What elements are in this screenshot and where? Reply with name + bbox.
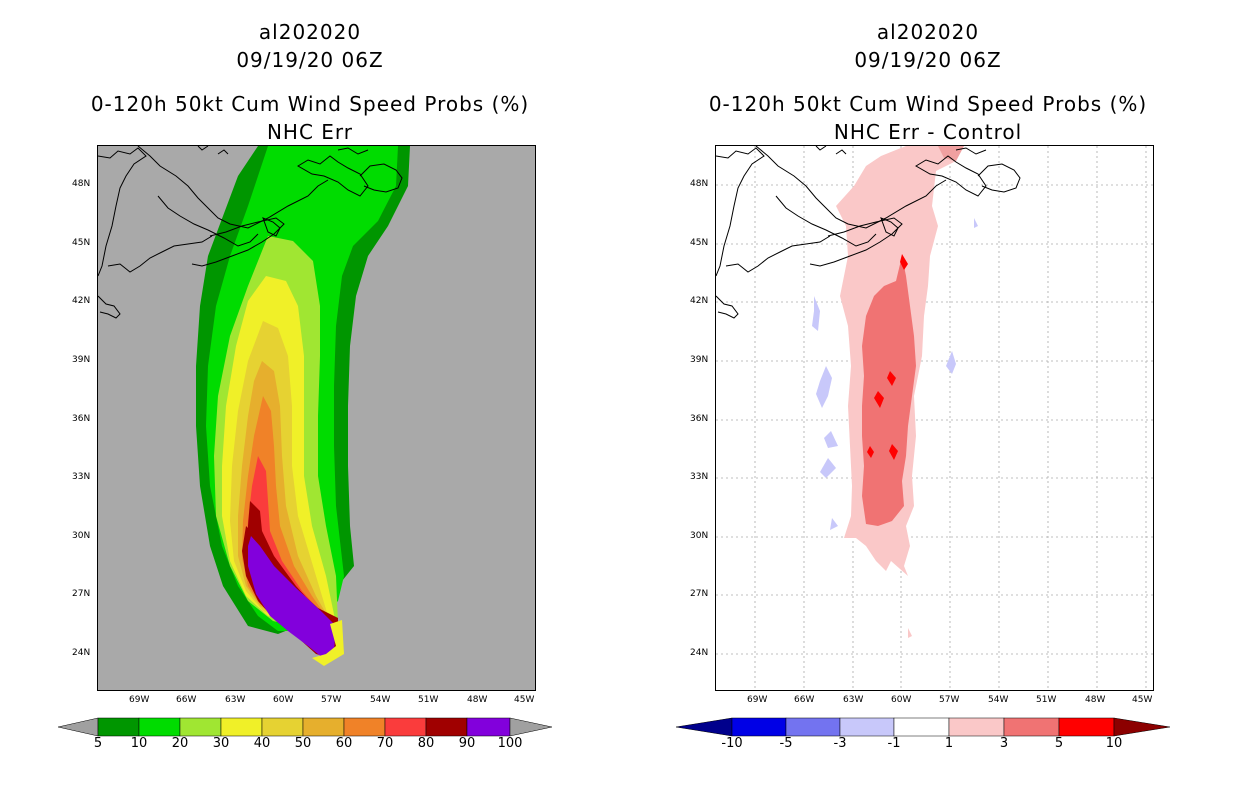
lon-tick: 63W	[225, 695, 246, 705]
left-product-title: 0-120h 50kt Cum Wind Speed Probs (%)	[90, 92, 530, 116]
colorbar-label: -5	[779, 736, 793, 751]
colorbar-swatch	[839, 717, 895, 737]
lat-tick: 24N	[72, 648, 91, 658]
colorbar-swatch	[179, 717, 222, 737]
colorbar-swatch	[97, 717, 140, 737]
colorbar-label: 70	[376, 736, 394, 751]
colorbar-label: 30	[212, 736, 230, 751]
lat-tick: 45N	[690, 238, 709, 248]
diff-5-10	[874, 391, 884, 408]
colorbar-swatch	[343, 717, 386, 737]
colorbar-swatch	[138, 717, 181, 737]
contour-100	[248, 536, 336, 658]
coastline	[716, 146, 1021, 319]
colorbar-swatch	[1003, 717, 1060, 737]
lon-tick: 45W	[1132, 695, 1153, 705]
lat-tick: 39N	[72, 355, 91, 365]
colorbar-swatch	[466, 717, 511, 737]
left-storm-id: al202020	[258, 20, 362, 44]
lat-tick: 30N	[690, 531, 709, 541]
lat-tick: 30N	[72, 531, 91, 541]
colorbar-label: -1	[887, 736, 901, 751]
colorbar-label: 5	[93, 736, 103, 751]
lon-tick: 54W	[370, 695, 391, 705]
lat-tick: 48N	[690, 179, 709, 189]
colorbar-swatch	[425, 717, 468, 737]
lon-tick: 51W	[1036, 695, 1057, 705]
lon-tick: 60W	[891, 695, 912, 705]
diff-3-5	[862, 256, 916, 526]
colorbar-label: 10	[130, 736, 148, 751]
lat-tick: 48N	[72, 179, 91, 189]
right-map	[715, 145, 1154, 691]
colorbar-swatch	[220, 717, 263, 737]
lon-tick: 66W	[794, 695, 815, 705]
left-colorbar-swatches	[58, 717, 553, 737]
right-colorbar-swatches	[676, 717, 1171, 737]
coastline	[98, 146, 403, 319]
colorbar-swatch	[731, 717, 787, 737]
lon-tick: 63W	[843, 695, 864, 705]
lon-tick: 48W	[1085, 695, 1106, 705]
left-colorbar: 5 10 20 30 40 50 60 70 80 90 100	[58, 716, 554, 751]
colorbar-label: 60	[335, 736, 353, 751]
right-product-title: 0-120h 50kt Cum Wind Speed Probs (%)	[708, 92, 1148, 116]
lon-tick: 60W	[273, 695, 294, 705]
lon-tick: 57W	[321, 695, 342, 705]
lat-tick: 36N	[72, 414, 91, 424]
lon-tick: 54W	[988, 695, 1009, 705]
lon-tick: 45W	[514, 695, 535, 705]
lat-tick: 42N	[690, 296, 709, 306]
lon-tick: 69W	[747, 695, 768, 705]
lon-tick: 66W	[176, 695, 197, 705]
colorbar-label: 80	[417, 736, 435, 751]
left-probability-field	[98, 146, 410, 666]
lon-tick: 51W	[418, 695, 439, 705]
lat-tick: 39N	[690, 355, 709, 365]
colorbar-label: 3	[999, 736, 1009, 751]
colorbar-label: 10	[1105, 736, 1123, 751]
left-map	[97, 145, 536, 691]
colorbar-swatch	[384, 717, 427, 737]
lon-tick: 57W	[939, 695, 960, 705]
colorbar-label: 50	[294, 736, 312, 751]
colorbar-low-arrow	[676, 717, 733, 737]
lon-tick: 48W	[467, 695, 488, 705]
right-difference-field	[716, 146, 1153, 690]
colorbar-label: 90	[458, 736, 476, 751]
lat-tick: 42N	[72, 296, 91, 306]
right-colorbar: -10 -5 -3 -1 1 3 5 10	[676, 716, 1172, 751]
left-subtitle: NHC Err	[266, 120, 354, 144]
colorbar-label: 40	[253, 736, 271, 751]
colorbar-swatch	[261, 717, 304, 737]
colorbar-swatch	[1058, 717, 1115, 737]
colorbar-label: 100	[497, 736, 523, 751]
lat-tick: 27N	[690, 589, 709, 599]
left-datetime: 09/19/20 06Z	[236, 48, 384, 72]
lat-tick: 33N	[72, 472, 91, 482]
lat-tick: 33N	[690, 472, 709, 482]
colorbar-high-arrow	[509, 717, 553, 737]
colorbar-swatch	[785, 717, 841, 737]
lat-tick: 27N	[72, 589, 91, 599]
right-subtitle: NHC Err - Control	[833, 120, 1023, 144]
gridlines	[716, 146, 1153, 690]
diff-neg-1-3	[812, 296, 820, 331]
colorbar-low-arrow	[58, 717, 99, 737]
colorbar-swatch	[302, 717, 345, 737]
colorbar-label: 5	[1054, 736, 1064, 751]
lat-tick: 36N	[690, 414, 709, 424]
lat-tick: 24N	[690, 648, 709, 658]
colorbar-swatch	[893, 717, 950, 737]
lon-tick: 69W	[129, 695, 150, 705]
colorbar-label: 1	[944, 736, 954, 751]
right-datetime: 09/19/20 06Z	[854, 48, 1002, 72]
lat-tick: 45N	[72, 238, 91, 248]
colorbar-label: 20	[171, 736, 189, 751]
colorbar-label: -10	[721, 736, 743, 751]
colorbar-swatch	[948, 717, 1005, 737]
colorbar-label: -3	[833, 736, 847, 751]
colorbar-high-arrow	[1113, 717, 1171, 737]
right-storm-id: al202020	[876, 20, 980, 44]
